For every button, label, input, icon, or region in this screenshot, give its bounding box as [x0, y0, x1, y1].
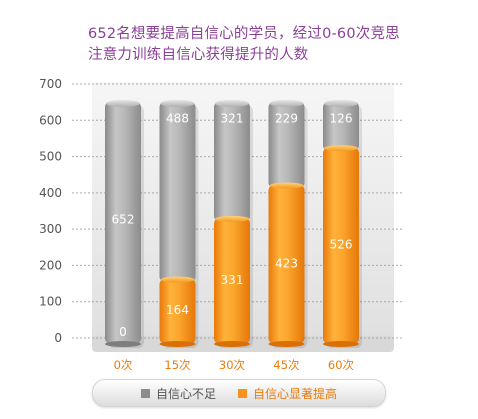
x-tick-label: 30次	[219, 358, 246, 372]
legend-item-improved[interactable]: 自信心显著提高	[238, 385, 337, 402]
data-label-insufficient: 488	[166, 111, 189, 125]
legend-label-insufficient: 自信心不足	[155, 386, 216, 401]
bar-bottom-rim	[323, 341, 359, 347]
bar-top-cap	[215, 99, 249, 107]
bar-bottom-rim	[214, 341, 250, 347]
bar-segment-insufficient	[268, 101, 305, 189]
bar-top-cap	[324, 99, 358, 107]
data-label-improved: 164	[166, 303, 189, 317]
bar-segment-improved	[268, 184, 305, 344]
bar-top-cap	[160, 99, 195, 107]
data-label-insufficient: 229	[275, 111, 298, 125]
y-tick-label: 700	[39, 77, 62, 91]
y-tick-label: 200	[39, 258, 62, 272]
bar-segment-insufficient	[323, 101, 359, 152]
data-label-improved: 331	[221, 273, 244, 287]
bar-bottom-rim	[159, 341, 196, 347]
chart-title-line-1: 652名想要提高自信心的学员，经过0-60次竞思	[88, 26, 400, 42]
bar-bottom-rim	[105, 341, 141, 347]
bar-segment-insufficient	[105, 101, 141, 344]
y-tick-label: 100	[39, 295, 62, 309]
bar-segment-insufficient	[214, 101, 250, 222]
chart-title: 652名想要提高自信心的学员，经过0-60次竞思 注意力训练自信心获得提升的人数	[88, 24, 448, 66]
x-tick-label: 60次	[328, 358, 355, 372]
x-tick-label: 45次	[273, 358, 300, 372]
bar-bottom-rim	[268, 341, 305, 347]
bar-segment-improved	[159, 278, 196, 344]
data-label-improved: 0	[119, 325, 127, 339]
bar-segment-improved-top	[324, 145, 358, 152]
data-label-insufficient: 321	[221, 111, 244, 125]
data-label-insufficient: 652	[112, 213, 135, 227]
legend-label-improved: 自信心显著提高	[253, 386, 338, 401]
bar-segment-improved-top	[215, 215, 249, 222]
y-tick-label: 500	[39, 150, 62, 164]
legend-swatch-orange	[238, 388, 247, 398]
bar-top-cap	[269, 99, 304, 107]
y-tick-label: 600	[39, 113, 62, 127]
chart-title-line-2: 注意力训练自信心获得提升的人数	[88, 47, 309, 63]
data-label-improved: 526	[330, 238, 353, 252]
bar-segment-improved	[323, 147, 359, 344]
y-tick-label: 400	[39, 186, 62, 200]
y-tick-label: 300	[39, 222, 62, 236]
bar-segment-improved-top	[269, 182, 304, 189]
bar-top-cap	[106, 99, 140, 107]
data-label-improved: 423	[275, 256, 298, 270]
legend: 自信心不足 自信心显著提高	[92, 379, 386, 407]
legend-swatch-gray	[140, 388, 150, 398]
x-tick-label: 0次	[114, 358, 133, 372]
bar-segment-improved-top	[160, 276, 195, 283]
bar-segment-improved	[214, 217, 250, 344]
x-tick-label: 15次	[164, 358, 191, 372]
legend-item-insufficient[interactable]: 自信心不足	[140, 385, 216, 402]
bar-segment-insufficient	[159, 101, 196, 283]
data-label-insufficient: 126	[330, 111, 353, 125]
y-tick-label: 0	[54, 331, 62, 345]
